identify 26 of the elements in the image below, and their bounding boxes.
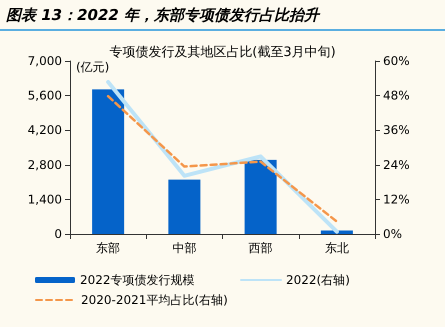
y2-tick-label: 24%: [383, 158, 410, 172]
bar: [244, 160, 277, 234]
x-tick-label: 东北: [324, 241, 349, 255]
x-tick-label: 西部: [248, 241, 273, 255]
y-tick-label: 4,200: [28, 123, 62, 138]
y2-tick-label: 48%: [383, 88, 410, 103]
chart-subtitle: 专项债发行及其地区占比(截至3月中旬): [109, 45, 336, 60]
y-tick-label: 2,800: [28, 158, 62, 172]
y-tick-label: 1,400: [28, 192, 62, 206]
y-tick-label: 7,000: [28, 54, 62, 68]
y2-tick-label: 36%: [383, 123, 410, 138]
bar: [168, 180, 200, 234]
bar: [92, 89, 124, 234]
legend-label: 2022专项债发行规模: [80, 273, 195, 287]
y-axis-title: (亿元): [76, 60, 110, 74]
y-tick-label: 5,600: [28, 88, 62, 103]
y-tick-label: 0: [54, 227, 62, 241]
legend-label: 2020-2021平均占比(右轴): [81, 293, 228, 307]
y2-tick-label: 60%: [383, 54, 410, 68]
y2-tick-label: 0%: [383, 227, 402, 241]
chart-title: 图表 13：2022 年，东部专项债发行占比抬升: [0, 0, 445, 31]
y2-tick-label: 12%: [383, 192, 410, 206]
x-tick-label: 东部: [96, 241, 120, 255]
line-series: [106, 94, 338, 223]
legend-label: 2022(右轴): [286, 273, 350, 287]
x-tick-label: 中部: [172, 241, 196, 255]
